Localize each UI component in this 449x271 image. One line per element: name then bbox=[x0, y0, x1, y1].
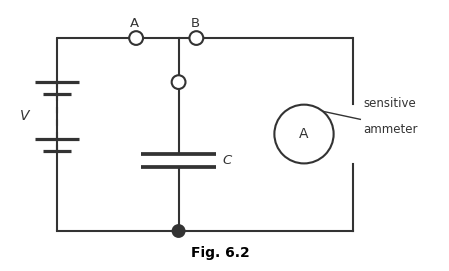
Text: Fig. 6.2: Fig. 6.2 bbox=[191, 246, 250, 260]
Text: B: B bbox=[191, 17, 200, 30]
Text: A: A bbox=[299, 127, 309, 141]
Text: ammeter: ammeter bbox=[363, 123, 418, 136]
Ellipse shape bbox=[274, 105, 334, 163]
Ellipse shape bbox=[173, 225, 185, 237]
Text: sensitive: sensitive bbox=[363, 96, 416, 109]
Text: C: C bbox=[222, 154, 231, 167]
Text: V: V bbox=[20, 109, 29, 123]
Ellipse shape bbox=[129, 31, 143, 45]
Ellipse shape bbox=[172, 75, 185, 89]
Ellipse shape bbox=[189, 31, 203, 45]
Text: A: A bbox=[130, 17, 139, 30]
